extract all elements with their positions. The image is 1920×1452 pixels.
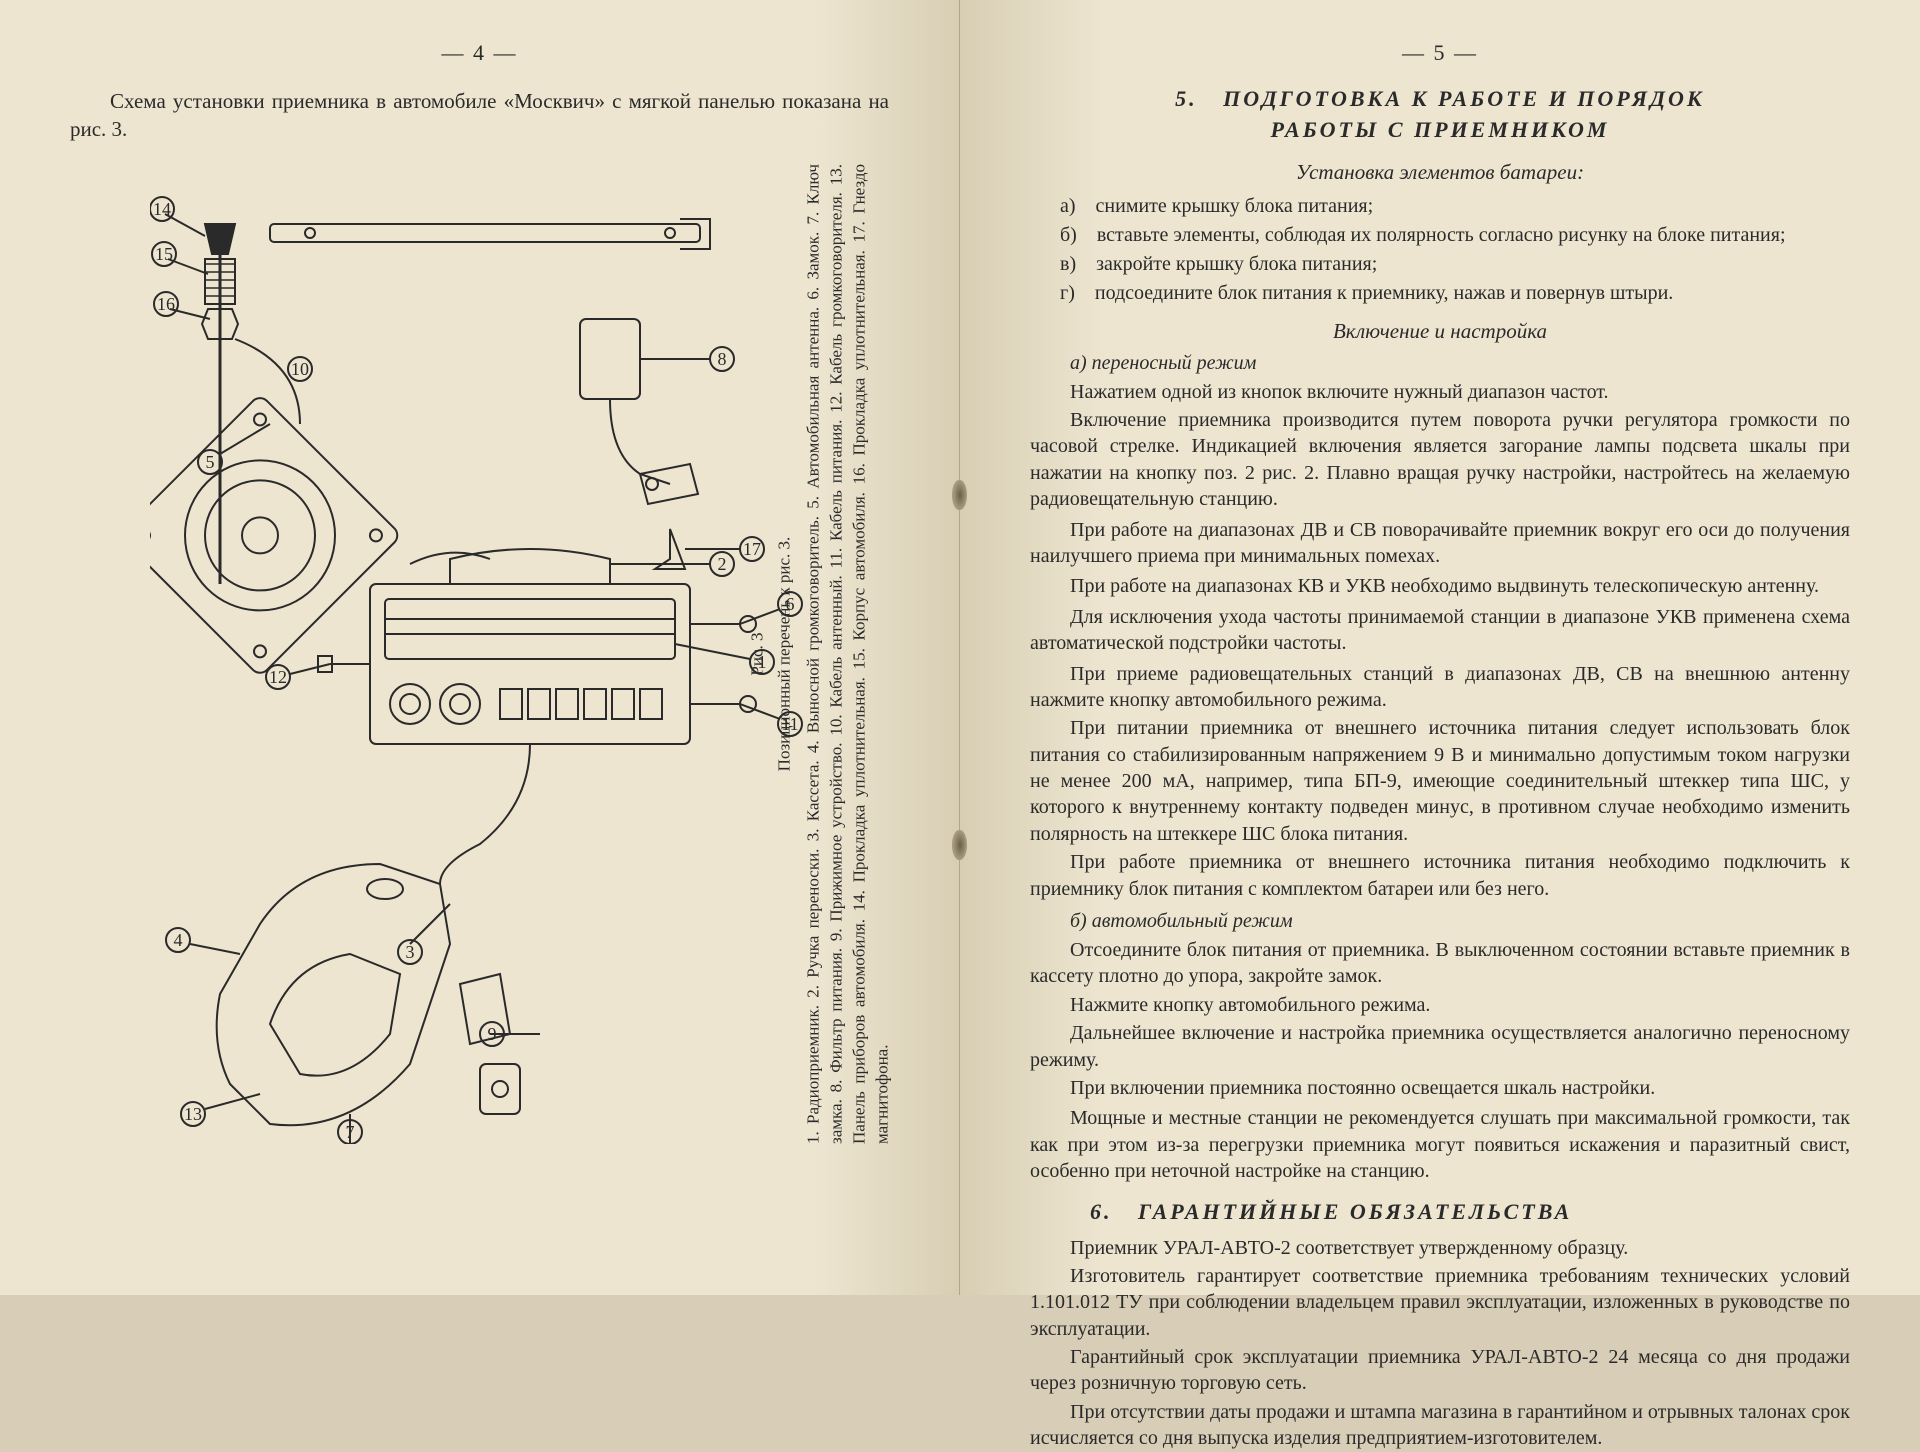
binding-hole	[953, 480, 967, 510]
warranty-2: Изготовитель гарантирует соответствие пр…	[1030, 1263, 1850, 1342]
para-7: При питании приемника от внешнего источн…	[1030, 715, 1850, 847]
svg-text:16: 16	[157, 294, 175, 314]
svg-text:12: 12	[269, 667, 287, 687]
intro-text: Схема установки приемника в автомобиле «…	[70, 87, 889, 144]
figure-caption: Рис. 3 Позиционный перечень к рис. 3. 1.…	[746, 164, 894, 1144]
svg-text:2: 2	[717, 554, 726, 574]
svg-text:10: 10	[291, 359, 309, 379]
para-3: При работе на диапазонах ДВ и СВ поворач…	[1030, 517, 1850, 570]
caption-body: 1. Радиоприемник. 2. Ручка переноски. 3.…	[802, 164, 894, 1144]
para-9: Отсоедините блок питания от приемника. В…	[1030, 937, 1850, 990]
section-6-heading: 6. ГАРАНТИЙНЫЕ ОБЯЗАТЕЛЬСТВА	[1090, 1199, 1850, 1225]
svg-text:9: 9	[487, 1024, 496, 1044]
sec5-line2: РАБОТЫ С ПРИЕМНИКОМ	[1271, 117, 1610, 142]
page-number-4: — 4 —	[70, 40, 889, 66]
svg-text:13: 13	[184, 1104, 202, 1124]
fig-label: Рис. 3	[746, 164, 769, 1144]
sec6-title: ГАРАНТИЙНЫЕ ОБЯЗАТЕЛЬСТВА	[1138, 1199, 1572, 1224]
para-13: Мощные и местные станции не рекомендуетс…	[1030, 1105, 1850, 1184]
sec5-num: 5.	[1175, 86, 1198, 111]
battery-item-v: в) закройте крышку блока питания;	[1030, 251, 1850, 278]
sec6-num: 6.	[1090, 1199, 1113, 1224]
battery-heading: Установка элементов батареи:	[1030, 160, 1850, 185]
warranty-4: При отсутствии даты продажи и штампа маг…	[1030, 1399, 1850, 1452]
para-11: Дальнейшее включение и настройка приемни…	[1030, 1020, 1850, 1073]
para-10: Нажмите кнопку автомобильного режима.	[1030, 992, 1850, 1018]
para-4: При работе на диапазонах КВ и УКВ необхо…	[1030, 573, 1850, 599]
svg-text:5: 5	[205, 452, 214, 472]
section-5-heading: 5. ПОДГОТОВКА К РАБОТЕ И ПОРЯДОК РАБОТЫ …	[1030, 84, 1850, 146]
tuning-heading: Включение и настройка	[1030, 319, 1850, 344]
diagram-svg: 14 15 16 10 8 17 6 2 1 11	[150, 164, 810, 1144]
para-1: Нажатием одной из кнопок включите нужный…	[1030, 379, 1850, 405]
svg-text:3: 3	[405, 942, 414, 962]
sec5-line1: ПОДГОТОВКА К РАБОТЕ И ПОРЯДОК	[1223, 86, 1705, 111]
para-5: Для исключения ухода частоты принимаемой…	[1030, 604, 1850, 657]
battery-item-g: г) подсоедините блок питания к приемнику…	[1030, 280, 1850, 307]
para-2: Включение приемника производится путем п…	[1030, 407, 1850, 513]
svg-text:14: 14	[153, 199, 171, 219]
page-4: — 4 — Схема установки приемника в автомо…	[0, 0, 960, 1295]
para-8: При работе приемника от внешнего источни…	[1030, 849, 1850, 902]
page-5: — 5 — 5. ПОДГОТОВКА К РАБОТЕ И ПОРЯДОК Р…	[960, 0, 1920, 1295]
battery-item-b: б) вставьте элементы, соблюдая их полярн…	[1030, 222, 1850, 249]
svg-text:4: 4	[173, 930, 182, 950]
caption-title: Позиционный перечень к рис. 3.	[773, 164, 796, 1144]
warranty-1: Приемник УРАЛ-АВТО-2 соответствует утвер…	[1030, 1235, 1850, 1261]
mode-b-label: б) автомобильный режим	[1070, 910, 1850, 933]
battery-item-a: а) снимите крышку блока питания;	[1030, 193, 1850, 220]
svg-text:15: 15	[155, 244, 173, 264]
mode-a-label: а) переносный режим	[1070, 352, 1850, 375]
para-6: При приеме радиовещательных станций в ди…	[1030, 661, 1850, 714]
para-12: При включении приемника постоянно освеща…	[1030, 1075, 1850, 1101]
binding-hole	[953, 830, 967, 860]
figure-3: 14 15 16 10 8 17 6 2 1 11	[70, 164, 889, 1144]
page-number-5: — 5 —	[1030, 40, 1850, 66]
warranty-3: Гарантийный срок эксплуатации приемника …	[1030, 1344, 1850, 1397]
svg-text:8: 8	[717, 349, 726, 369]
svg-text:7: 7	[345, 1122, 354, 1142]
